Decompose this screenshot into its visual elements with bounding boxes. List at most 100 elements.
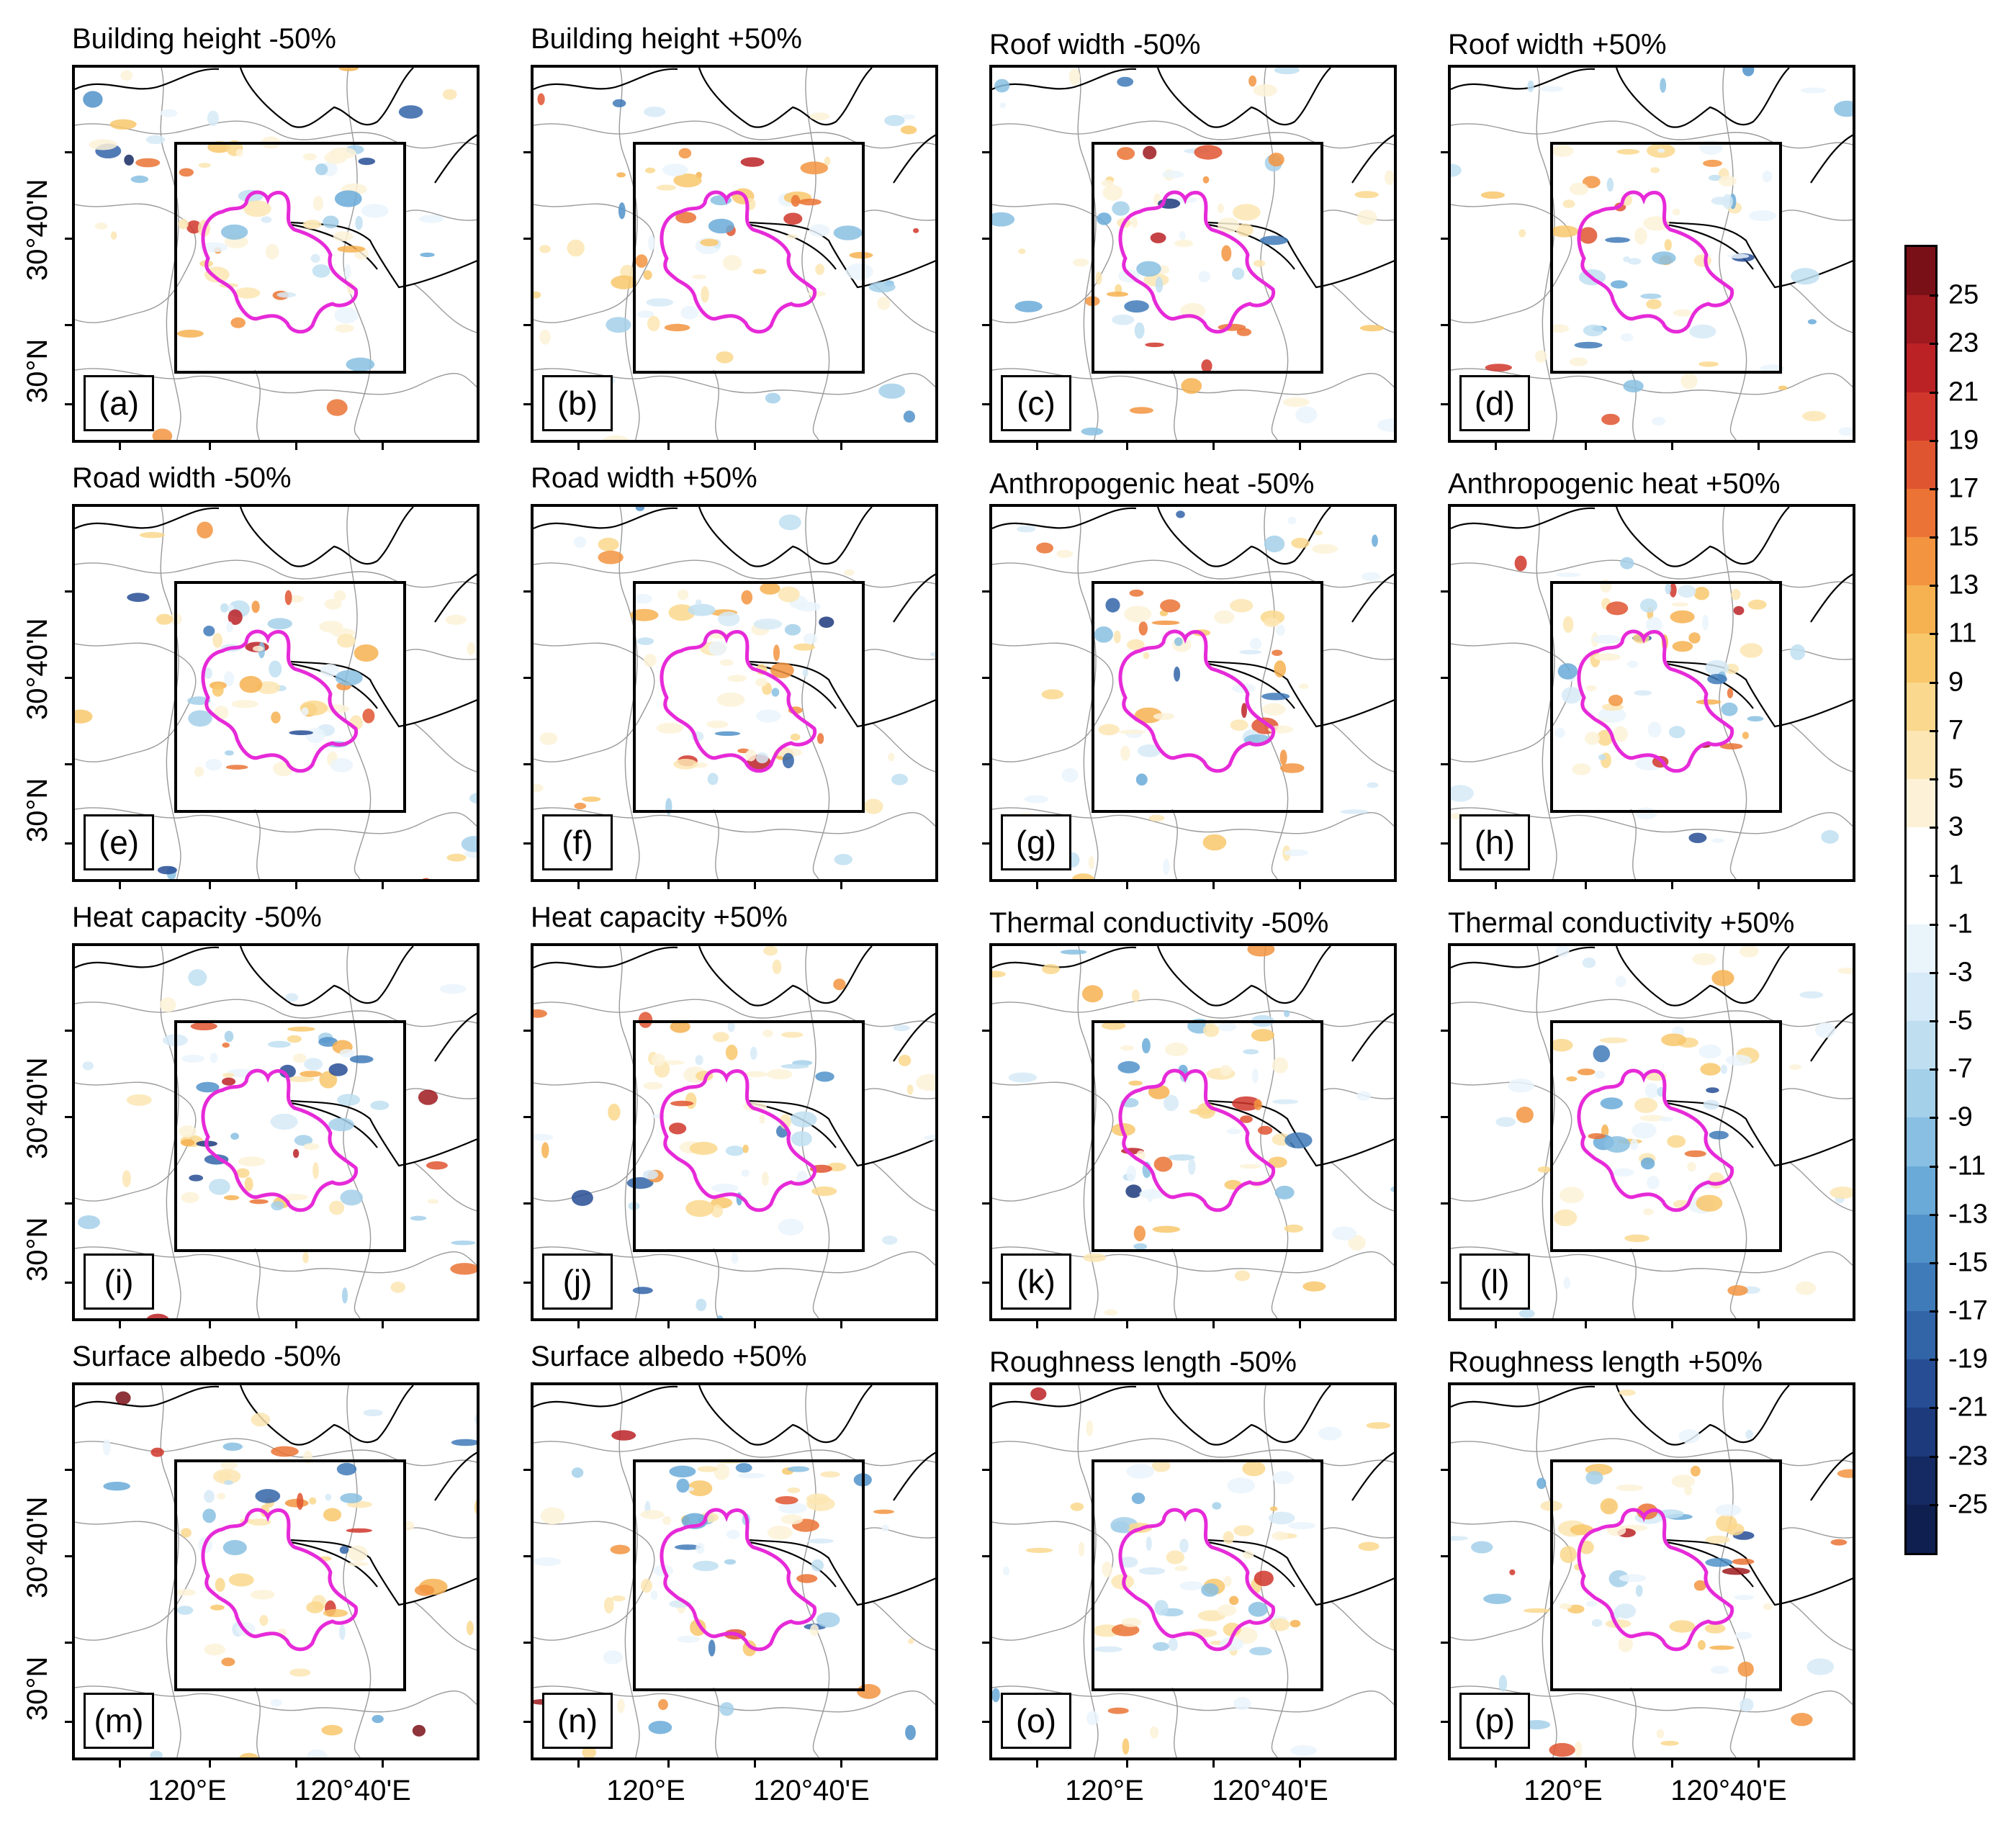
anomaly-blob [1616,1484,1644,1492]
anomaly-blob [778,1502,807,1514]
coastline-north [75,507,414,567]
anomaly-blob [820,1471,840,1478]
colorbar-label: -13 [1948,1199,1988,1230]
anomaly-blob [677,1635,700,1643]
anomaly-blob [810,1624,819,1637]
inner-domain-box [1092,1459,1323,1691]
colorbar-swatch [1907,488,1935,538]
admin-line [864,210,935,221]
admin-line [75,120,477,149]
anomaly-blob [612,99,626,107]
x-tick [382,882,384,889]
anomaly-blob [1523,1608,1551,1613]
x-tick [1126,1760,1128,1768]
anomaly-blob [790,1111,817,1127]
admin-line [871,1601,935,1651]
x-tick [382,443,384,450]
anomaly-blob [1094,1646,1122,1652]
anomaly-blob [1241,703,1247,719]
y-tick [65,1116,72,1118]
anomaly-blob [1168,1154,1195,1161]
anomaly-blob [1105,598,1120,613]
anomaly-blob [1284,1132,1313,1149]
x-tick [577,1321,580,1328]
anomaly-blob [292,1148,300,1158]
anomaly-blob [1018,248,1026,254]
anomaly-blob [695,1055,703,1066]
anomaly-blob [534,1009,547,1018]
anomaly-blob [361,204,389,218]
anomaly-blob [1232,1096,1261,1111]
colorbar-label: -1 [1948,909,1973,940]
anomaly-blob [312,195,323,211]
anomaly-blob [270,1698,282,1707]
anomaly-blob [670,1020,690,1033]
admin-line [1630,809,1637,879]
anomaly-blob [1623,256,1630,263]
anomaly-blob [1703,159,1722,167]
anomaly-blob [697,1466,718,1472]
anomaly-blob [451,1241,476,1246]
anomaly-blob [1597,729,1614,746]
y-tick [1441,1642,1448,1644]
anomaly-blob [1610,280,1628,289]
anomaly-blob [1217,203,1224,213]
anomaly-blob [1594,1071,1606,1079]
anomaly-blob [1740,946,1759,958]
anomaly-blob [1742,732,1749,739]
anomaly-blob [321,1724,343,1736]
anomaly-blob [1790,644,1806,660]
anomaly-blob [1261,693,1290,701]
anomaly-blob [905,1724,916,1740]
anomaly-blob [223,671,235,687]
x-axis-label: 120°E [606,1775,685,1806]
anomaly-blob [1212,1502,1222,1510]
anomaly-blob [849,251,873,259]
anomaly-blob [809,112,830,121]
admin-line [413,283,477,333]
anomaly-blob [1120,1045,1135,1051]
admin-line [1171,369,1178,440]
anomaly-blob [1124,606,1152,623]
anomaly-blob [1791,1713,1813,1727]
panel-label: (n) [542,1693,613,1749]
anomaly-blob [1135,773,1148,786]
anomaly-blob [1312,544,1338,554]
anomaly-blob [676,1478,690,1493]
anomaly-blob [1174,666,1181,682]
anomaly-blob [1302,1281,1326,1292]
anomaly-blob [1014,300,1043,312]
coastline-bay [749,1539,935,1606]
anomaly-blob [807,1538,834,1544]
anomaly-blob [181,1528,192,1538]
anomaly-blob [1390,1186,1394,1192]
y-tick [1441,1555,1448,1557]
anomaly-blob [815,264,824,276]
anomaly-blob [225,750,234,756]
admin-line [1788,283,1853,333]
anomaly-blob [1098,724,1120,736]
anomaly-blob [807,291,826,297]
anomaly-blob [342,1287,348,1304]
anomaly-blob [220,1460,238,1470]
anomaly-blob [633,593,652,604]
anomaly-blob [348,1545,368,1562]
anomaly-blob [1451,163,1462,177]
y-tick [523,238,531,240]
admin-line [75,203,197,323]
coastline-east [290,573,477,709]
anomaly-blob [1354,191,1379,199]
y-tick [65,842,72,845]
admin-line [160,1385,181,1757]
anomaly-blob [1107,1707,1129,1714]
anomaly-blob [571,1189,593,1206]
anomaly-blob [190,1022,217,1030]
anomaly-blob [328,1063,348,1076]
anomaly-blob [303,1143,320,1151]
anomaly-blob [844,569,855,576]
anomaly-blob [771,688,780,697]
colorbar-swatch [1907,730,1935,780]
map-svg [75,507,477,879]
anomaly-blob [540,1507,565,1525]
coastline-bay [1666,1539,1853,1606]
